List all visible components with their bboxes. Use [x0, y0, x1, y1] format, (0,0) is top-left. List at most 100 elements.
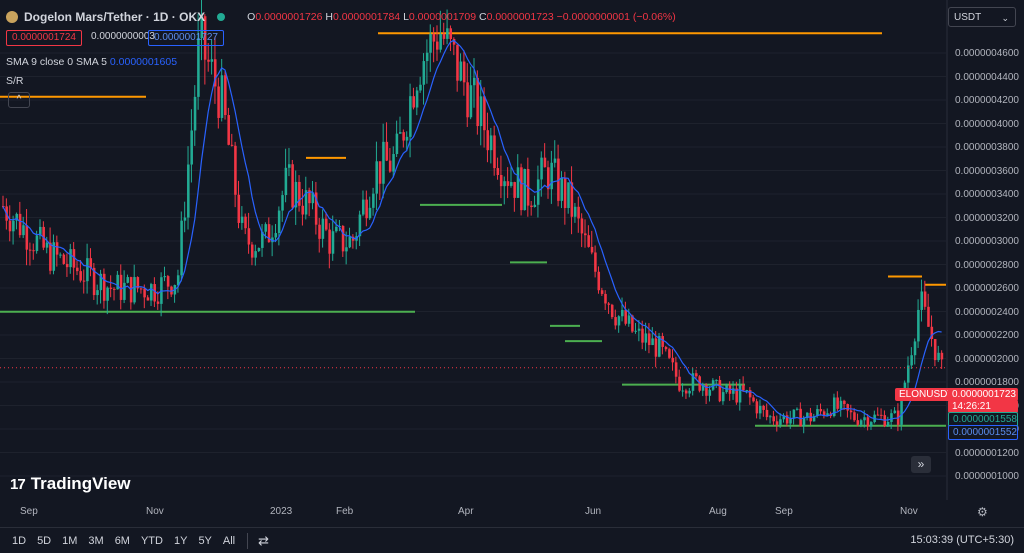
time-axis-label: 2023 — [270, 506, 293, 517]
candle-body — [900, 393, 903, 425]
change-value: −0.0000000001 (−0.06%) — [556, 11, 676, 23]
clock-timezone-button[interactable]: 15:03:39 (UTC+5:30) — [910, 534, 1014, 546]
candle-body — [493, 135, 496, 169]
price-axis-label: 0.0000003800 — [955, 142, 1019, 153]
candle-body — [661, 336, 664, 347]
gear-icon[interactable]: ⚙ — [977, 505, 988, 519]
scroll-to-realtime-icon[interactable]: » — [911, 456, 931, 473]
candle-body — [405, 136, 409, 141]
range-ytd-button[interactable]: YTD — [140, 534, 163, 547]
candle-body — [836, 397, 839, 409]
candle-body — [86, 258, 89, 282]
candle-body — [826, 413, 829, 416]
candle-body — [25, 225, 29, 250]
date-range-icon[interactable]: ⇄ — [258, 532, 270, 548]
collapse-legend-icon[interactable]: ^ — [8, 92, 30, 108]
candle-body — [398, 132, 402, 134]
candle-body — [415, 90, 419, 108]
candle-body — [257, 247, 261, 252]
candle-body — [721, 392, 725, 402]
candle-body — [695, 373, 698, 377]
candle-body — [550, 162, 553, 190]
candle-body — [520, 167, 523, 211]
candle-body — [587, 235, 590, 247]
candle-body — [473, 77, 476, 86]
range-5d-button[interactable]: 5D — [37, 534, 52, 547]
sma-indicator-legend[interactable]: SMA 9 close 0 SMA 5 0.0000001605 — [6, 56, 177, 68]
candle-body — [752, 397, 755, 402]
candle-body — [318, 224, 321, 239]
symbol-title[interactable]: Dogelon Mars/Tether · 1D · OKX — [24, 10, 206, 24]
time-axis-label: Aug — [709, 506, 727, 517]
candle-body — [22, 225, 25, 236]
price-chart[interactable] — [0, 0, 1024, 527]
candle-body — [614, 317, 617, 326]
range-1m-button[interactable]: 1M — [62, 534, 78, 547]
candle-body — [668, 349, 671, 358]
candle-body — [409, 96, 412, 137]
candle-body — [927, 306, 930, 327]
candle-body — [69, 249, 72, 268]
chevron-down-icon: ⌄ — [1001, 13, 1009, 23]
candle-body — [250, 244, 254, 258]
candle-body — [429, 33, 432, 53]
candle-body — [849, 410, 853, 413]
candle-body — [163, 276, 167, 278]
candle-body — [435, 41, 439, 50]
range-3m-button[interactable]: 3M — [88, 534, 104, 547]
range-1y-button[interactable]: 1Y — [173, 534, 188, 547]
candle-body — [28, 249, 32, 251]
candle-body — [15, 213, 19, 221]
spread-value: 0.0000000003 — [91, 31, 155, 42]
candle-body — [247, 228, 251, 245]
candle-body — [227, 115, 230, 145]
sell-price-button[interactable]: 0.0000001724 — [6, 30, 82, 46]
candle-body — [281, 195, 284, 211]
sma-line — [2, 39, 942, 421]
tradingview-logo[interactable]: 17 TradingView — [10, 474, 131, 494]
candle-body — [684, 390, 688, 394]
range-5y-button[interactable]: 5Y — [198, 534, 212, 547]
candle-body — [291, 164, 294, 208]
candle-body — [234, 145, 237, 195]
price-axis-label: 0.0000003200 — [955, 212, 1019, 224]
candle-body — [654, 338, 658, 357]
candle-body — [563, 177, 567, 208]
candle-body — [880, 414, 883, 416]
price-axis-label: 0.0000004400 — [955, 71, 1019, 83]
candle-body — [466, 82, 469, 118]
range-6m-button[interactable]: 6M — [114, 534, 130, 547]
candle-body — [12, 220, 15, 232]
buy-price-button[interactable]: 0.0000001727 — [148, 30, 224, 46]
candle-body — [755, 401, 759, 414]
candle-body — [99, 273, 103, 291]
candle-body — [503, 181, 506, 187]
candle-body — [92, 267, 96, 296]
candle-body — [610, 304, 614, 318]
candle-body — [304, 190, 308, 215]
currency-select[interactable]: USDT ⌄ — [948, 7, 1016, 27]
candle-body — [109, 287, 113, 289]
candle-body — [560, 177, 564, 201]
candle-body — [230, 144, 234, 146]
candle-body — [802, 418, 806, 427]
candle-body — [412, 96, 416, 108]
candle-body — [271, 237, 274, 243]
range-1d-button[interactable]: 1D — [12, 534, 27, 547]
candle-body — [32, 250, 35, 252]
candle-body — [382, 141, 385, 184]
candle-body — [863, 417, 866, 421]
price-axis-label: 0.0000004200 — [955, 95, 1019, 106]
candle-body — [617, 316, 621, 326]
candle-body — [923, 291, 927, 307]
candle-body — [483, 96, 486, 131]
candle-body — [930, 326, 934, 340]
candle-body — [200, 16, 204, 39]
candle-body — [449, 28, 453, 40]
candle-body — [496, 168, 500, 176]
symbol-logo-icon — [6, 11, 18, 23]
candle-body — [294, 181, 298, 208]
sr-indicator-legend[interactable]: S/R — [6, 75, 24, 87]
range-all-button[interactable]: All — [222, 534, 236, 547]
candle-body — [843, 400, 846, 405]
